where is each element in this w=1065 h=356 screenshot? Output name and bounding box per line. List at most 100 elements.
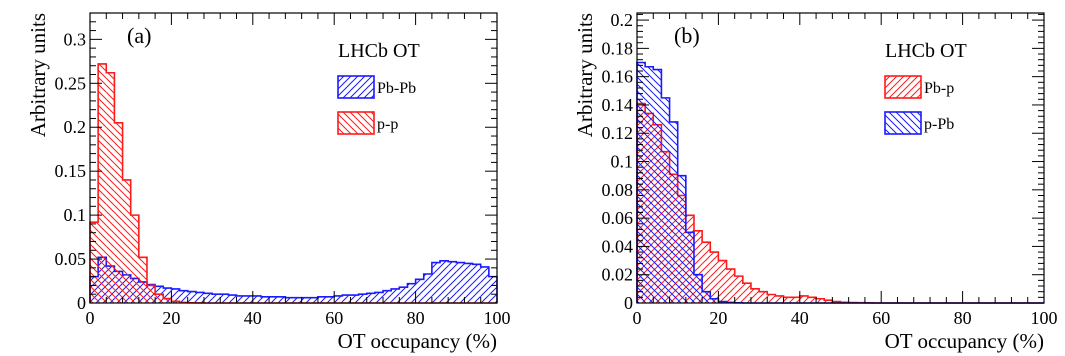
bar — [187, 291, 196, 303]
bar — [702, 291, 711, 303]
bar — [791, 297, 800, 303]
histogram-bars-b — [636, 61, 1044, 304]
bar — [440, 260, 449, 303]
bar — [677, 175, 686, 303]
bar — [350, 295, 359, 303]
legend-entry-p-pb: p-Pb — [924, 116, 954, 133]
bar — [163, 288, 172, 303]
bar — [358, 294, 367, 303]
bar — [472, 264, 481, 303]
bar — [309, 297, 318, 303]
bar — [824, 300, 833, 303]
bar — [718, 260, 727, 303]
bar — [710, 252, 719, 303]
bar — [645, 66, 654, 303]
bar — [816, 298, 825, 303]
bar — [317, 296, 327, 303]
bar — [399, 287, 408, 303]
y-tick-labels-a: 0 0.05 0.1 0.15 0.2 0.25 0.3 — [55, 29, 87, 313]
bar — [236, 295, 245, 303]
bar — [342, 295, 351, 303]
y-tick-label: 0.06 — [602, 208, 634, 228]
y-tick-label: 0.2 — [611, 10, 634, 30]
legend-entry-p-p: p-p — [377, 116, 398, 133]
bar — [710, 298, 719, 303]
bar — [415, 279, 424, 303]
y-tick-label: 0 — [624, 293, 633, 313]
y-axis-label-a: Arbitrary units — [26, 13, 50, 137]
bar — [334, 295, 343, 303]
bar — [734, 276, 743, 303]
bar — [106, 72, 115, 304]
plot-frame-b — [636, 12, 1045, 304]
y-tick-label: 0.04 — [602, 236, 634, 256]
bar — [260, 296, 270, 303]
bar — [637, 62, 646, 304]
lhcb-ot-annotation-a: LHCb OT — [338, 40, 420, 62]
x-tick-label: 40 — [791, 308, 809, 328]
bar — [759, 291, 768, 303]
bar — [391, 288, 400, 303]
bar — [285, 297, 294, 303]
bar — [383, 290, 392, 303]
bar — [661, 97, 670, 303]
bar — [799, 295, 808, 303]
bar — [195, 292, 204, 303]
axis-ticks-a — [89, 12, 498, 304]
bar — [114, 122, 123, 304]
bar — [374, 292, 384, 303]
y-tick-label: 0.15 — [55, 161, 87, 181]
series-pb-p — [636, 102, 1044, 304]
y-tick-label: 0.14 — [602, 95, 634, 115]
x-tick-label: 20 — [162, 308, 180, 328]
legend-swatch-p-pb — [884, 111, 922, 135]
bar — [171, 288, 180, 303]
bar — [480, 266, 489, 303]
bar — [669, 121, 678, 304]
legend-entry-pb-pb: Pb-Pb — [377, 80, 416, 97]
bar — [366, 293, 375, 303]
x-tick-label: 20 — [709, 308, 727, 328]
series-outline-pb-pb — [89, 256, 498, 303]
x-tick-label: 100 — [1031, 308, 1058, 328]
legend-a: Pb-Pb p-p — [337, 75, 416, 135]
y-tick-label: 0.25 — [55, 73, 87, 93]
legend-swatch-pb-pb — [337, 75, 375, 99]
lhcb-ot-annotation-b: LHCb OT — [885, 40, 967, 62]
bar — [653, 69, 662, 304]
bar — [252, 295, 261, 303]
bar — [726, 269, 735, 303]
bar — [702, 242, 711, 303]
y-tick-label: 0.12 — [602, 123, 634, 143]
x-axis-label-b: OT occupancy (%) — [885, 329, 1044, 353]
bar — [807, 297, 817, 303]
x-tick-label: 80 — [407, 308, 425, 328]
histogram-bars-a — [89, 63, 498, 304]
panel-b: 0 20 40 60 80 100 0 0.02 0.04 0.06 0.08 0.1 0.12 0.1… — [573, 10, 1058, 353]
bar — [171, 301, 180, 303]
x-tick-label: 60 — [325, 308, 343, 328]
y-tick-label: 0 — [77, 293, 86, 313]
bar — [775, 295, 784, 303]
bar — [122, 179, 131, 303]
bar — [448, 261, 457, 303]
x-tick-label: 80 — [954, 308, 972, 328]
bar — [146, 285, 156, 303]
bar — [212, 294, 221, 303]
legend-swatch-pb-p — [884, 75, 922, 99]
bar — [90, 222, 99, 303]
bar — [685, 232, 694, 303]
y-tick-labels-b: 0 0.02 0.04 0.06 0.08 0.1 0.12 0.14 0.16 0.18 0.2 — [602, 10, 634, 313]
y-tick-label: 0.05 — [55, 249, 87, 269]
bar — [750, 288, 760, 303]
bar — [742, 283, 751, 303]
y-tick-label: 0.3 — [64, 29, 87, 49]
bar — [138, 257, 147, 303]
panel-label-a: (a) — [127, 23, 151, 48]
bar — [244, 295, 253, 303]
bar — [179, 290, 188, 303]
bar — [767, 294, 776, 303]
y-tick-label: 0.16 — [602, 67, 634, 87]
